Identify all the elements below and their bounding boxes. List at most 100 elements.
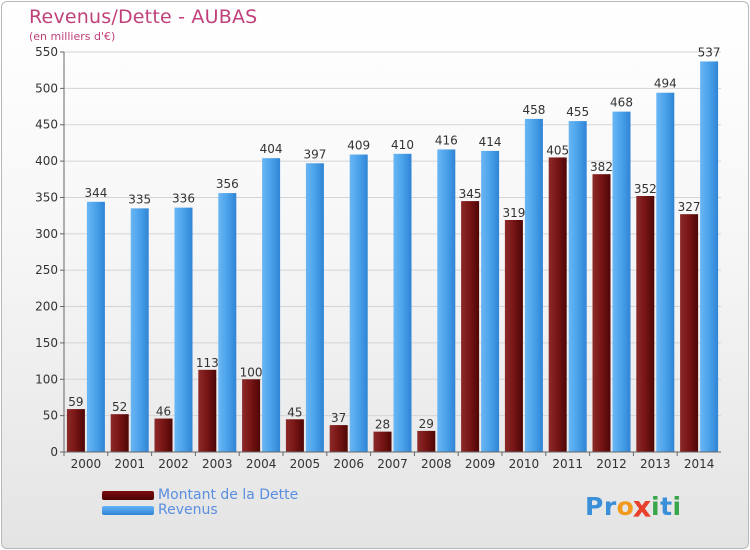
y-tick-label: 250	[35, 263, 58, 277]
data-label-dette-2004: 100	[240, 365, 263, 379]
data-label-dette-2006: 37	[331, 411, 346, 425]
x-tick-label: 2009	[465, 457, 496, 471]
data-label-dette-2003: 113	[196, 356, 219, 370]
bar-dette-2001	[110, 414, 129, 452]
legend-swatch-revenus	[102, 506, 154, 515]
data-label-dette-2009: 345	[459, 187, 482, 201]
x-tick-label: 2010	[509, 457, 540, 471]
y-tick-label: 550	[35, 45, 58, 59]
x-tick-label: 2000	[71, 457, 102, 471]
x-tick-label: 2002	[158, 457, 189, 471]
data-label-revenus-2002: 336	[172, 192, 195, 206]
bar-revenus-2000	[86, 201, 105, 452]
data-label-dette-2001: 52	[112, 400, 127, 414]
chart-subtitle: (en milliers d'€)	[29, 30, 116, 43]
x-tick-label: 2001	[114, 457, 145, 471]
bar-dette-2013	[636, 196, 655, 452]
y-tick-label: 500	[35, 81, 58, 95]
data-label-dette-2005: 45	[287, 405, 302, 419]
y-tick-label: 50	[43, 409, 58, 423]
data-label-revenus-2011: 455	[566, 105, 589, 119]
x-tick-label: 2012	[596, 457, 627, 471]
data-label-dette-2002: 46	[156, 405, 171, 419]
data-label-revenus-2003: 356	[216, 177, 239, 191]
bar-revenus-2006	[349, 154, 368, 452]
y-tick-label: 200	[35, 300, 58, 314]
logo-letter: x	[633, 489, 653, 524]
logo-letter: P	[585, 492, 604, 521]
data-label-revenus-2008: 416	[435, 133, 458, 147]
x-tick-label: 2004	[246, 457, 277, 471]
data-label-dette-2007: 28	[375, 418, 390, 432]
bar-dette-2011	[548, 157, 567, 453]
bar-dette-2004	[242, 379, 261, 452]
x-tick-label: 2008	[421, 457, 452, 471]
legend-swatch-dette	[102, 491, 154, 500]
data-label-dette-2000: 59	[68, 395, 83, 409]
bar-dette-2005	[285, 419, 304, 452]
x-tick-label: 2005	[290, 457, 321, 471]
bar-revenus-2012	[612, 111, 631, 453]
data-label-dette-2013: 352	[634, 182, 657, 196]
bar-dette-2000	[66, 409, 85, 452]
y-tick-label: 450	[35, 118, 58, 132]
data-label-revenus-2010: 458	[522, 103, 545, 117]
bar-revenus-2005	[305, 163, 324, 453]
data-labels: 59 344 52 335 46 336 113 356 100 404 45 397 37 409 28 4…	[68, 45, 720, 431]
data-label-revenus-2007: 410	[391, 138, 414, 152]
legend-label-dette: Montant de la Dette	[158, 487, 299, 503]
bar-dette-2007	[373, 431, 392, 452]
bar-revenus-2008	[437, 149, 456, 453]
data-label-dette-2010: 319	[502, 206, 525, 220]
data-label-revenus-2001: 335	[128, 192, 151, 206]
x-tick-label: 2014	[684, 457, 715, 471]
logo-letter: o	[616, 492, 635, 521]
grid	[64, 51, 721, 417]
data-label-revenus-2004: 404	[260, 142, 283, 156]
bar-revenus-2010	[524, 118, 543, 452]
legend-label-revenus: Revenus	[158, 502, 218, 518]
bar-revenus-2004	[262, 158, 281, 452]
y-tick-label: 400	[35, 154, 58, 168]
data-label-revenus-2000: 344	[84, 186, 107, 200]
data-label-revenus-2013: 494	[654, 77, 677, 91]
bar-revenus-2013	[656, 92, 675, 453]
bar-dette-2012	[592, 174, 611, 452]
axes: 0 50 100 150 200 250 300 350 400 450 500 550 2000 200…	[35, 45, 721, 471]
y-tick-label: 350	[35, 190, 58, 204]
bar-dette-2010	[504, 220, 523, 452]
data-label-dette-2012: 382	[590, 160, 613, 174]
bar-dette-2003	[198, 369, 217, 452]
bar-revenus-2002	[174, 207, 193, 452]
logo-letter: r	[603, 492, 617, 521]
bar-dette-2008	[417, 430, 436, 452]
y-tick-label: 150	[35, 336, 58, 350]
x-tick-label: 2011	[552, 457, 583, 471]
bar-revenus-2011	[568, 121, 587, 452]
bar-dette-2006	[329, 425, 348, 452]
data-label-dette-2014: 327	[678, 200, 701, 214]
data-label-dette-2011: 405	[546, 143, 569, 157]
x-tick-label: 2003	[202, 457, 233, 471]
logo-letter: i	[651, 492, 661, 521]
bar-revenus-2014	[700, 61, 719, 453]
data-label-revenus-2014: 537	[698, 45, 721, 59]
x-tick-label: 2006	[333, 457, 364, 471]
data-label-revenus-2009: 414	[479, 135, 502, 149]
data-label-revenus-2005: 397	[303, 147, 326, 161]
data-label-dette-2008: 29	[419, 417, 434, 431]
bars	[66, 61, 719, 453]
x-tick-label: 2007	[377, 457, 408, 471]
logo-letter: t	[660, 492, 673, 521]
bar-revenus-2009	[481, 150, 500, 452]
x-tick-label: 2013	[640, 457, 671, 471]
logo-letter: i	[672, 492, 682, 521]
bar-revenus-2003	[218, 193, 237, 452]
data-label-revenus-2012: 468	[610, 96, 633, 110]
bar-revenus-2001	[130, 208, 149, 452]
proxiti-logo: Proxiti	[585, 489, 682, 524]
chart-title: Revenus/Dette - AUBAS	[29, 6, 258, 28]
bar-revenus-2007	[393, 153, 412, 452]
bar-dette-2014	[680, 214, 699, 452]
